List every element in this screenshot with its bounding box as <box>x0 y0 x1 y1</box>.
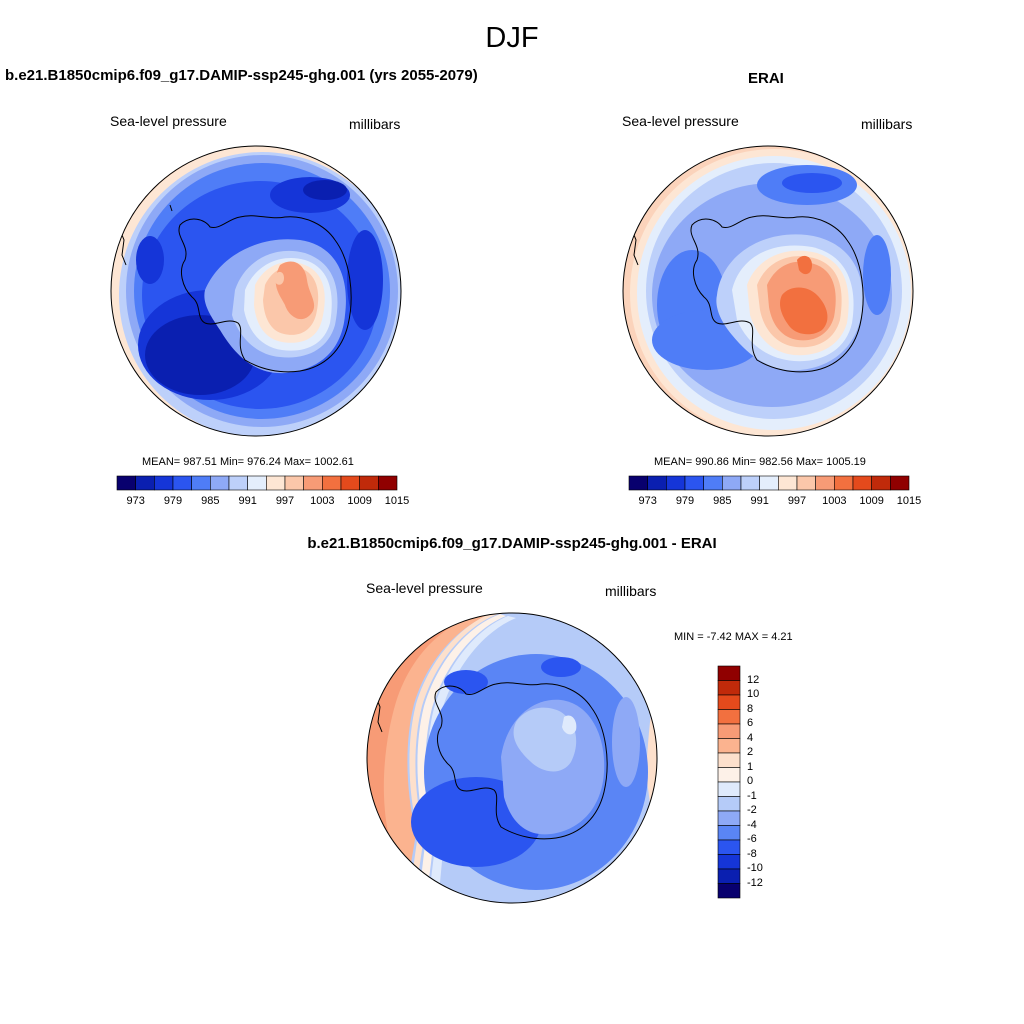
panel2-colorbar-box <box>815 475 835 491</box>
panel3-units-label: millibars <box>605 583 657 599</box>
panel3-colorbar-tick-label: 8 <box>747 702 754 715</box>
panel3-colorbar-box <box>717 665 741 681</box>
panel2-map <box>622 145 914 437</box>
panel1-colorbar-tick-label: 997 <box>275 495 295 507</box>
panel1-title: b.e21.B1850cmip6.f09_g17.DAMIP-ssp245-gh… <box>5 67 478 84</box>
panel1-colorbar-box <box>266 475 286 491</box>
panel3-colorbar-box <box>717 810 741 826</box>
panel2-colorbar-tick-label: 985 <box>713 495 732 507</box>
panel1-colorbar-tick-label: 1003 <box>310 495 335 507</box>
panel3-colorbar-tick-label: -12 <box>747 876 763 889</box>
panel2-colorbar-box <box>740 475 760 491</box>
panel1-colorbar-box <box>322 475 342 491</box>
panel2-colorbar-box <box>778 475 798 491</box>
panel1-colorbar-box <box>116 475 136 491</box>
panel2-colorbar-box <box>628 475 648 491</box>
panel1-colorbar-box <box>247 475 267 491</box>
panel2-variable-label: Sea-level pressure <box>622 113 739 129</box>
panel2-colorbar-box <box>666 475 686 491</box>
panel3-colorbar <box>717 665 741 899</box>
panel1-colorbar-box <box>191 475 211 491</box>
panel1-stats: MEAN= 987.51 Min= 976.24 Max= 1002.61 <box>142 456 354 468</box>
panel1-colorbar-tick-label: 979 <box>163 495 183 507</box>
panel3-colorbar-box <box>717 868 741 884</box>
panel2-colorbar-box <box>722 475 742 491</box>
panel1-colorbar-box <box>154 475 174 491</box>
panel3-colorbar-tick-label: -4 <box>747 818 757 831</box>
panel2-colorbar-box <box>796 475 816 491</box>
panel1-map <box>110 145 402 437</box>
panel2-colorbar-box <box>759 475 779 491</box>
panel3-title: b.e21.B1850cmip6.f09_g17.DAMIP-ssp245-gh… <box>307 535 717 552</box>
panel3-stats: MIN = -7.42 MAX = 4.21 <box>674 631 793 643</box>
panel2-colorbar-box <box>703 475 723 491</box>
panel3-colorbar-box <box>717 709 741 725</box>
panel1-colorbar-box <box>340 475 360 491</box>
panel3-colorbar-tick-label: 6 <box>747 717 754 729</box>
panel3-colorbar-box <box>717 781 741 797</box>
panel1-colorbar-box <box>284 475 304 491</box>
panel3-colorbar-box <box>717 883 741 899</box>
panel2-colorbar-box <box>647 475 667 491</box>
panel2-colorbar-tick-label: 973 <box>638 495 657 507</box>
panel3-colorbar-box <box>717 796 741 812</box>
panel3-map <box>366 612 658 904</box>
panel1-colorbar <box>116 475 398 491</box>
panel3-variable-label: Sea-level pressure <box>366 580 483 596</box>
panel2-colorbar-tick-label: 1003 <box>822 495 847 507</box>
panel2-units-label: millibars <box>861 116 913 132</box>
panel1-colorbar-box <box>135 475 155 491</box>
panel2-colorbar-box <box>834 475 854 491</box>
panel1-colorbar-box <box>378 475 398 491</box>
panel3-colorbar-tick-label: 2 <box>747 746 754 758</box>
panel2-colorbar <box>628 475 910 491</box>
panel3-colorbar-box <box>717 723 741 739</box>
panel3-colorbar-tick-label: 10 <box>747 688 760 700</box>
panel1-colorbar-tick-label: 991 <box>238 495 257 507</box>
panel1-colorbar-box <box>172 475 192 491</box>
panel1-variable-label: Sea-level pressure <box>110 113 227 129</box>
panel3-colorbar-box <box>717 738 741 754</box>
main-title: DJF <box>485 22 539 54</box>
panel1-colorbar-tick-label: 985 <box>201 495 220 507</box>
panel3-colorbar-tick-label: -1 <box>747 789 757 802</box>
panel2-colorbar-box <box>871 475 891 491</box>
panel3-colorbar-tick-label: -2 <box>747 804 757 816</box>
panel2-colorbar-box <box>684 475 704 491</box>
panel3-colorbar-box <box>717 854 741 870</box>
panel3-colorbar-box <box>717 825 741 841</box>
panel1-colorbar-tick-label: 1015 <box>384 495 410 507</box>
panel1-colorbar-tick-label: 973 <box>126 495 145 507</box>
panel3-colorbar-tick-label: 12 <box>747 673 760 686</box>
panel1-colorbar-box <box>359 475 379 491</box>
panel1-colorbar-box <box>303 475 323 491</box>
panel1-units-label: millibars <box>349 116 401 132</box>
panel3-colorbar-tick-label: 0 <box>747 775 754 787</box>
panel2-colorbar-tick-label: 979 <box>675 495 695 507</box>
panel3-colorbar-tick-label: -10 <box>747 862 763 874</box>
panel1-colorbar-box <box>228 475 248 491</box>
panel3-colorbar-box <box>717 680 741 696</box>
panel3-colorbar-box <box>717 752 741 768</box>
panel3-colorbar-box <box>717 767 741 783</box>
panel3-colorbar-box <box>717 839 741 855</box>
panel1-colorbar-tick-label: 1009 <box>347 495 372 507</box>
panel2-colorbar-box <box>890 475 910 491</box>
panel2-colorbar-tick-label: 997 <box>787 495 807 507</box>
panel3-colorbar-tick-label: -8 <box>747 847 757 860</box>
panel3-colorbar-tick-label: -6 <box>747 833 757 845</box>
panel3-colorbar-box <box>717 694 741 710</box>
panel2-colorbar-box <box>852 475 872 491</box>
panel2-colorbar-tick-label: 1015 <box>896 495 922 507</box>
panel2-colorbar-tick-label: 991 <box>750 495 769 507</box>
panel3-colorbar-tick-label: 4 <box>747 731 754 744</box>
panel2-stats: MEAN= 990.86 Min= 982.56 Max= 1005.19 <box>654 456 866 468</box>
panel3-colorbar-tick-label: 1 <box>747 760 754 773</box>
panel2-colorbar-tick-label: 1009 <box>859 495 884 507</box>
panel1-colorbar-box <box>210 475 230 491</box>
panel2-title: ERAI <box>748 70 784 87</box>
